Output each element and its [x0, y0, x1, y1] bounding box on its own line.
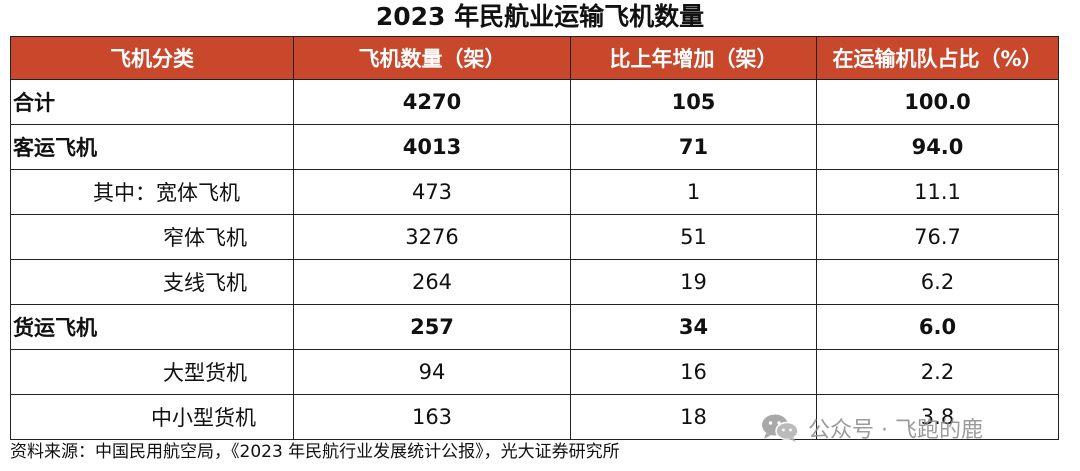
- row-share: 6.0: [816, 304, 1059, 350]
- row-increase: 51: [570, 214, 817, 260]
- header-increase: 比上年增加（架）: [570, 36, 817, 80]
- row-share: 6.2: [816, 259, 1059, 305]
- row-label: 中小型货机: [10, 394, 294, 440]
- watermark-text: 公众号 · 飞跑的鹿: [808, 418, 983, 443]
- row-label: 支线飞机: [10, 259, 294, 305]
- header-category: 飞机分类: [10, 36, 294, 80]
- table-row: 其中：宽体飞机 473 1 11.1: [10, 169, 1059, 215]
- row-share: 76.7: [816, 214, 1059, 260]
- row-count: 257: [293, 304, 571, 350]
- row-label: 合计: [10, 79, 294, 125]
- table-row: 客运飞机 4013 71 94.0: [10, 124, 1059, 170]
- row-count: 163: [293, 394, 571, 440]
- table-title: 2023 年民航业运输飞机数量: [375, 2, 705, 31]
- row-label: 其中：宽体飞机: [10, 169, 294, 215]
- row-label: 货运飞机: [10, 304, 294, 350]
- wechat-icon: [762, 414, 799, 442]
- row-label: 大型货机: [10, 349, 294, 395]
- row-increase: 34: [570, 304, 817, 350]
- row-count: 3276: [293, 214, 571, 260]
- table-row: 中小型货机 163 18 3.8: [10, 394, 1059, 440]
- aircraft-table: 飞机分类 飞机数量（架） 比上年增加（架） 在运输机队占比（%） 合计 4270…: [10, 36, 1059, 440]
- row-count: 4270: [293, 79, 571, 125]
- row-increase: 71: [570, 124, 817, 170]
- row-share: 11.1: [816, 169, 1059, 215]
- row-increase: 19: [570, 259, 817, 305]
- row-share: 2.2: [816, 349, 1059, 395]
- watermark: 公众号 · 飞跑的鹿: [760, 408, 983, 448]
- row-share: 3.8: [816, 394, 1059, 440]
- row-label: 客运飞机: [10, 124, 294, 170]
- row-increase: 105: [570, 79, 817, 125]
- row-increase: 16: [570, 349, 817, 395]
- row-count: 4013: [293, 124, 571, 170]
- header-row: 飞机分类 飞机数量（架） 比上年增加（架） 在运输机队占比（%）: [10, 36, 1059, 80]
- row-count: 94: [293, 349, 571, 395]
- table-row: 大型货机 94 16 2.2: [10, 349, 1059, 395]
- table-row: 合计 4270 105 100.0: [10, 79, 1059, 125]
- source-note: 资料来源：中国民用航空局，《2023 年民航行业发展统计公报》，光大证券研究所: [10, 442, 620, 462]
- row-count: 264: [293, 259, 571, 305]
- row-share: 100.0: [816, 79, 1059, 125]
- header-count: 飞机数量（架）: [293, 36, 571, 80]
- table-row: 货运飞机 257 34 6.0: [10, 304, 1059, 350]
- table-row: 支线飞机 264 19 6.2: [10, 259, 1059, 305]
- row-count: 473: [293, 169, 571, 215]
- row-share: 94.0: [816, 124, 1059, 170]
- table-row: 窄体飞机 3276 51 76.7: [10, 214, 1059, 260]
- row-increase: 1: [570, 169, 817, 215]
- row-label: 窄体飞机: [10, 214, 294, 260]
- header-share: 在运输机队占比（%）: [816, 36, 1059, 80]
